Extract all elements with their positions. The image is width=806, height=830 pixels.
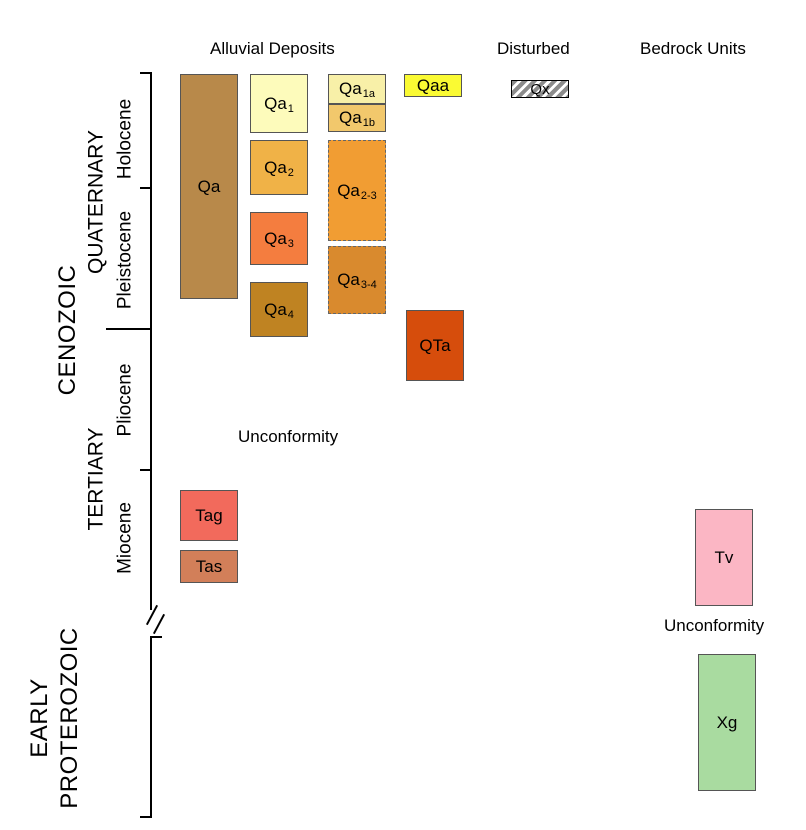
unit-xg-label: Xg: [716, 712, 738, 732]
unit-qa3-4: Qa 3-4: [328, 246, 386, 314]
unit-qa1b-label: Qa: [339, 108, 362, 127]
unit-qaa-label: Qaa: [416, 75, 450, 95]
unit-qa3-label: Qa: [264, 228, 287, 248]
break-mark-1: [145, 604, 159, 626]
unit-tas: Tas: [180, 550, 238, 583]
unit-tag-label: Tag: [195, 505, 223, 525]
epoch-pleistocene: Pleistocene: [114, 210, 136, 310]
unit-qx-label: Qx: [530, 80, 550, 98]
cenozoic-timeline: [150, 72, 152, 610]
unit-qa3: Qa 3: [250, 212, 308, 265]
unit-qa1b-subscript: 1b: [362, 117, 375, 129]
tick-proterozoic-bottom: [140, 816, 152, 818]
era-early-proterozoic-line2: PROTEROZOIC: [56, 627, 83, 809]
unit-qa1a-label: Qa: [339, 79, 362, 98]
unit-qa4-label: Qa: [264, 299, 287, 319]
unit-qta-label: QTa: [419, 335, 451, 355]
unit-qa2: Qa 2: [250, 140, 308, 195]
epoch-pliocene: Pliocene: [114, 363, 136, 437]
unit-qa1-subscript: 1: [287, 102, 294, 115]
unconformity-alluvial-label: Unconformity: [238, 427, 339, 446]
unit-tag: Tag: [180, 490, 238, 541]
header-alluvial-deposits: Alluvial Deposits: [210, 39, 335, 58]
epoch-holocene: Holocene: [114, 98, 136, 180]
unit-qa4-subscript: 4: [287, 308, 294, 321]
period-quaternary: QUATERNARY: [84, 130, 108, 274]
proterozoic-timeline: [150, 636, 152, 818]
tick-top: [140, 72, 152, 74]
unit-qa2-3: Qa 2-3: [328, 140, 386, 241]
unit-qa2-label: Qa: [264, 157, 287, 177]
unit-qa3-subscript: 3: [287, 237, 294, 250]
unit-qx: Qx: [511, 80, 569, 98]
unit-qa1b: Qa 1b: [328, 104, 386, 132]
era-early-proterozoic-line1: EARLY: [26, 678, 53, 758]
unit-qta: QTa: [406, 310, 464, 381]
unit-qaa: Qaa: [404, 74, 462, 97]
unit-qa1a-subscript: 1a: [362, 88, 375, 100]
unit-tv: Tv: [695, 509, 753, 606]
unit-qa: Qa: [180, 74, 238, 299]
unconformity-bedrock-label: Unconformity: [664, 616, 765, 635]
unit-qa4: Qa 4: [250, 282, 308, 337]
tick-proterozoic-top: [150, 636, 162, 638]
tick-holocene-pleistocene: [140, 187, 152, 189]
unit-qa3-4-subscript: 3-4: [360, 279, 377, 291]
header-bedrock-units: Bedrock Units: [640, 39, 746, 58]
break-mark-2: [152, 613, 166, 635]
period-tertiary: TERTIARY: [84, 427, 108, 531]
unit-qa3-4-label: Qa: [337, 270, 360, 289]
unit-qa2-3-subscript: 2-3: [360, 189, 377, 202]
unit-qa-label: Qa: [197, 176, 221, 196]
unit-xg: Xg: [698, 654, 756, 791]
unit-qa1a: Qa 1a: [328, 74, 386, 104]
epoch-miocene: Miocene: [114, 502, 136, 574]
unit-qa1-label: Qa: [264, 93, 287, 113]
era-cenozoic: CENOZOIC: [54, 264, 81, 396]
unit-qa2-3-label: Qa: [337, 180, 360, 200]
unit-tas-label: Tas: [195, 556, 223, 576]
tick-pliocene-miocene: [140, 469, 152, 471]
unit-tv-label: Tv: [714, 547, 734, 567]
header-disturbed: Disturbed: [497, 39, 570, 58]
unit-qa2-subscript: 2: [287, 166, 294, 179]
tick-quaternary-tertiary: [106, 328, 152, 330]
unit-qa1: Qa 1: [250, 74, 308, 133]
